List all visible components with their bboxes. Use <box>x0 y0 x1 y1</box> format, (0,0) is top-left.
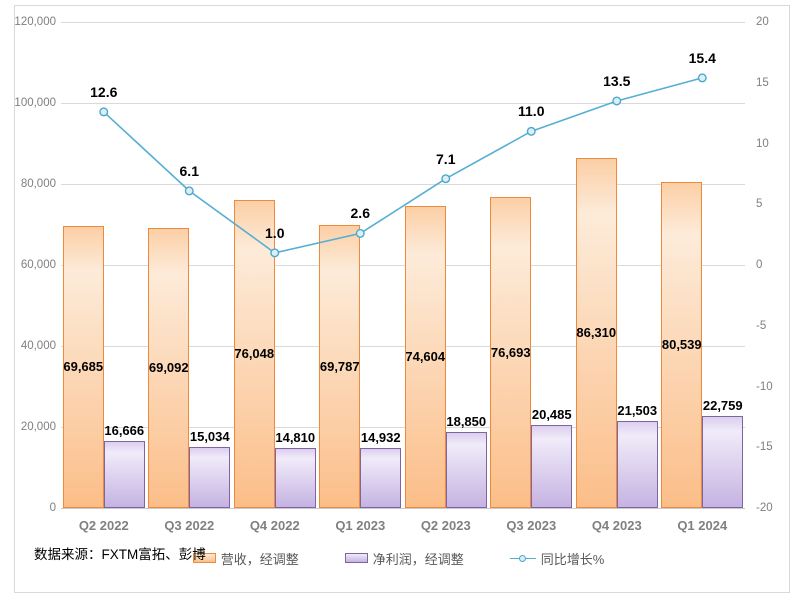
revenue-bar <box>404 205 446 508</box>
category-label: Q2 2023 <box>420 518 471 533</box>
netprofit-bar <box>360 447 402 508</box>
legend-item-growth: 同比增长% <box>509 549 605 568</box>
growth-line-layer <box>99 73 707 258</box>
growth-marker <box>184 186 194 196</box>
category-label: Q3 2022 <box>164 518 215 533</box>
revenue-data-label: 69,685 <box>63 358 104 374</box>
growth-data-label: 2.6 <box>350 205 370 222</box>
gridline <box>61 345 745 347</box>
category-label: Q3 2023 <box>506 518 557 533</box>
netprofit-data-label: 14,810 <box>275 430 316 446</box>
growth-marker <box>441 174 451 184</box>
growth-data-label: 15.4 <box>688 49 716 66</box>
netprofit-bar <box>189 447 231 508</box>
category-label: Q2 2022 <box>78 518 129 533</box>
growth-data-label: 13.5 <box>603 72 631 89</box>
revenue-bar <box>319 225 361 508</box>
category-label: Q4 2022 <box>249 518 300 533</box>
netprofit-data-label: 15,034 <box>189 429 230 445</box>
legend-item-revenue: 营收，经调整 <box>192 549 299 568</box>
left-axis-tick-label: 120,000 <box>14 16 56 28</box>
netprofit-bar <box>103 440 145 508</box>
right-axis-tick-label: -10 <box>756 380 773 393</box>
netprofit-data-label: 22,759 <box>702 397 743 413</box>
growth-marker <box>355 228 365 238</box>
gridline <box>61 264 745 266</box>
growth-marker <box>697 73 707 83</box>
growth-data-label: 1.0 <box>265 224 285 241</box>
left-axis-tick-label: 60,000 <box>20 259 56 271</box>
right-axis-tick-label: 15 <box>756 76 769 89</box>
right-axis-tick-label: -15 <box>756 441 773 454</box>
right-axis-tick-label: 20 <box>756 16 769 28</box>
source-note: 数据来源：FXTM富拓、彭博 <box>34 547 206 562</box>
legend-revenue-label: 营收，经调整 <box>220 551 299 567</box>
revenue-bar <box>62 225 104 508</box>
gridline <box>61 102 745 104</box>
gridline <box>61 426 745 428</box>
revenue-data-label: 69,092 <box>148 360 189 376</box>
growth-marker <box>526 126 536 136</box>
revenue-data-label: 69,787 <box>319 358 360 374</box>
revenue-data-label: 80,539 <box>661 336 702 352</box>
netprofit-data-label: 21,503 <box>617 402 658 418</box>
netprofit-swatch-icon <box>344 553 368 563</box>
growth-line <box>103 77 703 254</box>
left-axis-tick-label: 0 <box>49 502 56 514</box>
growth-line-swatch-icon <box>509 553 536 563</box>
right-axis-tick-label: -20 <box>756 502 773 514</box>
left-axis-tick-label: 80,000 <box>20 178 56 190</box>
revenue-data-label: 86,310 <box>576 325 617 341</box>
category-label: Q1 2023 <box>335 518 386 533</box>
revenue-data-label: 76,048 <box>234 346 275 361</box>
left-axis-tick-label: 20,000 <box>20 421 56 433</box>
left-axis-tick-label: 40,000 <box>20 340 56 352</box>
netprofit-data-label: 14,932 <box>360 429 401 445</box>
right-axis-tick-label: 10 <box>756 137 769 150</box>
revenue-bar <box>575 158 617 508</box>
revenue-bar <box>661 181 703 508</box>
gridline <box>61 183 745 185</box>
revenue-data-label: 74,604 <box>405 348 446 364</box>
netprofit-data-label: 16,666 <box>104 422 145 438</box>
legend-item-netprofit: 净利润，经调整 <box>344 549 464 568</box>
netprofit-bar <box>702 415 744 508</box>
netprofit-data-label: 18,850 <box>446 413 487 429</box>
revenue-bar <box>233 200 275 508</box>
gridline <box>61 21 745 23</box>
right-axis-tick-label: -5 <box>756 319 767 332</box>
revenue-bar <box>148 228 190 508</box>
netprofit-data-label: 20,485 <box>531 407 572 423</box>
growth-marker <box>270 248 280 258</box>
growth-marker <box>612 96 622 106</box>
netprofit-bar <box>531 425 573 508</box>
category-label: Q1 2024 <box>677 518 728 533</box>
growth-data-label: 7.1 <box>436 150 456 167</box>
growth-marker <box>99 107 109 117</box>
netprofit-bar <box>274 448 316 508</box>
left-axis-tick-label: 100,000 <box>14 97 56 109</box>
netprofit-bar <box>616 420 658 508</box>
growth-data-label: 6.1 <box>179 162 199 179</box>
netprofit-bar <box>445 431 487 508</box>
legend-growth-label: 同比增长% <box>540 551 605 567</box>
category-label: Q4 2023 <box>591 518 642 533</box>
revenue-swatch-icon <box>192 553 216 563</box>
revenue-bar <box>490 197 532 508</box>
growth-data-label: 12.6 <box>90 83 118 100</box>
right-axis-tick-label: 5 <box>756 198 763 211</box>
legend-netprofit-label: 净利润，经调整 <box>372 551 464 567</box>
growth-data-label: 11.0 <box>518 103 545 120</box>
right-axis-tick-label: 0 <box>756 259 763 271</box>
revenue-data-label: 76,693 <box>490 344 531 360</box>
legend: 营收，经调整 净利润，经调整 同比增长% <box>0 549 797 567</box>
gridline <box>61 507 745 509</box>
